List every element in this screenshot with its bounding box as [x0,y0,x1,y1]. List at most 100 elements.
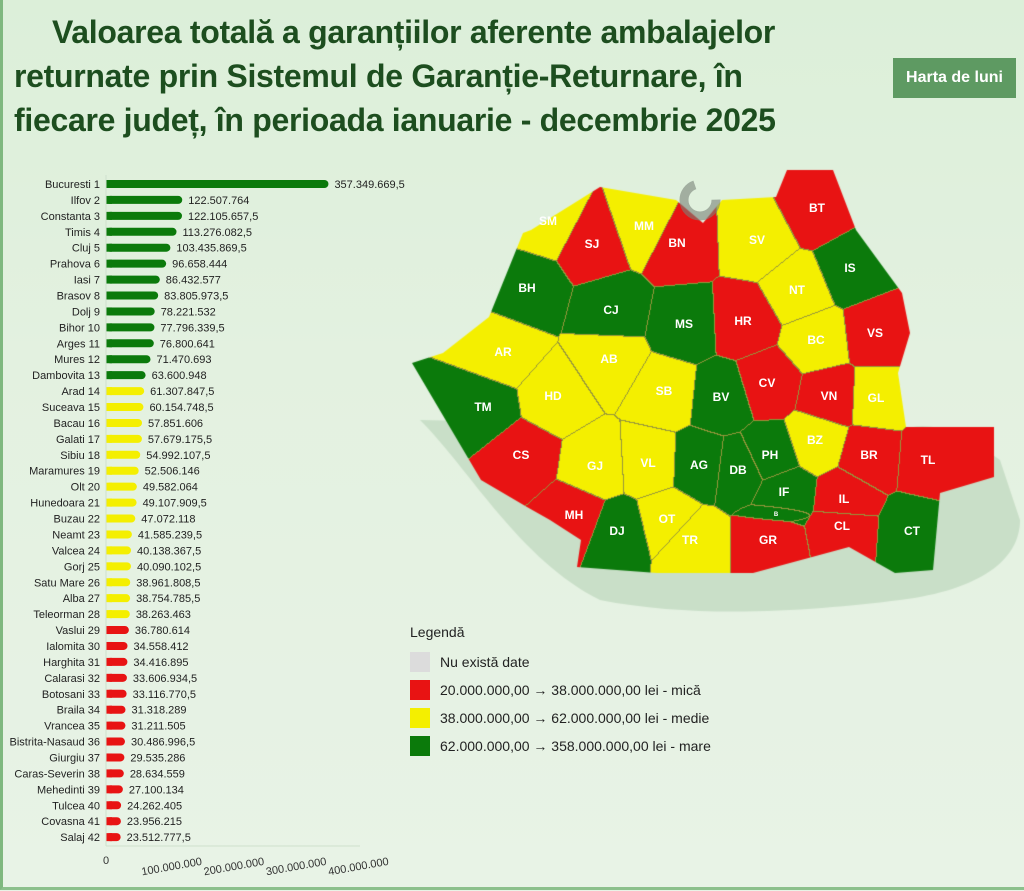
loading-spinner-icon [679,179,721,221]
bar-value-label: 38.263.463 [136,609,191,621]
bar-category-label: Arad 14 [61,386,100,398]
county-label-nt: NT [789,283,806,297]
bar-value-label: 78.221.532 [161,306,216,318]
legend-label: Nu există date [440,654,530,670]
bar-value-label: 122.105.657,5 [188,211,258,223]
legend-label: 38.000.000,00 → 62.000.000,00 lei - medi… [440,710,710,726]
bar-category-label: Gorj 25 [64,561,100,573]
bar-value-label: 76.800.641 [160,338,215,350]
bar-base [106,753,112,762]
bar-base [106,180,112,188]
bar-base [106,259,112,268]
bar-value-label: 83.805.973,5 [164,291,228,303]
county-label-db: DB [729,463,747,477]
county-label-br: BR [860,448,878,462]
bar-category-label: Giurgiu 37 [49,752,100,764]
bar-value-label: 36.780.614 [135,625,190,637]
bar-category-label: Iasi 7 [74,275,100,287]
bar-base [106,450,112,459]
bar-value-label: 23.956.215 [127,816,182,828]
county-label-gj: GJ [587,459,603,473]
county-label-bh: BH [518,281,535,295]
county-label-ct: CT [904,524,921,538]
bar [106,227,177,236]
bar-category-label: Covasna 41 [41,816,100,828]
bar-category-label: Mures 12 [54,354,100,366]
bar-category-label: Vaslui 29 [56,625,100,637]
legend-item-mare: 62.000.000,00 → 358.000.000,00 lei - mar… [410,732,711,760]
bar-category-label: Dambovita 13 [32,370,100,382]
county-label-cv: CV [759,376,776,390]
bar-value-label: 40.090.102,5 [137,561,201,573]
bar-base [106,339,112,348]
bar-category-label: Bihor 10 [59,322,100,334]
bar-category-label: Harghita 31 [43,657,100,669]
county-label-mm: MM [634,219,654,233]
county-label-sv: SV [749,233,765,247]
x-tick-label: 400.000.000 [327,856,389,878]
title-line-2: returnate prin Sistemul de Garanție-Retu… [14,58,743,94]
county-label-bt: BT [809,201,826,215]
bar-chart: Bucuresti 1 357.349.669,5 Ilfov 2 122.507.7… [10,175,405,878]
bar-value-label: 24.262.405 [127,800,182,812]
bar [106,339,154,348]
county-label-mh: MH [565,508,584,522]
county-label-sb: SB [656,384,673,398]
bar [106,355,151,364]
bar-value-label: 34.558.412 [134,641,189,653]
bar-category-label: Constanta 3 [41,211,100,223]
county-label-sj: SJ [585,237,600,251]
bar-category-label: Maramures 19 [29,466,100,478]
x-tick-label: 300.000.000 [265,856,327,878]
bar-category-label: Satu Mare 26 [34,577,100,589]
county-label-if: IF [779,485,790,499]
bar-base [106,243,112,252]
county-label-tm: TM [474,400,491,414]
bar-category-label: Ialomita 30 [46,641,100,653]
bar [106,323,155,332]
x-tick-label: 200.000.000 [203,856,265,878]
bar-category-label: Braila 34 [57,705,100,717]
county-label-cj: CJ [603,303,618,317]
legend-title: Legendă [410,624,465,640]
legend-swatch [410,680,430,700]
x-tick-label: 0 [103,855,109,867]
bar-value-label: 57.851.606 [148,418,203,430]
legend-label: 62.000.000,00 → 358.000.000,00 lei - mar… [440,738,711,754]
bar-base [106,434,112,443]
bar-value-label: 31.318.289 [131,705,186,717]
county-label-cs: CS [513,448,530,462]
bar-value-label: 29.535.286 [130,752,185,764]
bar-value-label: 41.585.239,5 [138,529,202,541]
county-label-hd: HD [544,389,562,403]
monthly-map-button[interactable]: Harta de luni [893,58,1016,98]
bar-category-label: Olt 20 [71,482,100,494]
bar-value-label: 71.470.693 [156,354,211,366]
bar-value-label: 47.072.118 [141,514,195,526]
county-label-ph: PH [762,448,779,462]
bar-base [106,514,112,523]
bar-base [106,227,112,236]
bar [106,243,171,252]
bar-category-label: Bistrita-Nasaud 36 [10,737,101,749]
legend-label: 20.000.000,00 → 38.000.000,00 lei - mică [440,682,701,698]
bar-value-label: 33.116.770,5 [133,689,196,701]
bar-category-label: Timis 4 [65,227,100,239]
county-label-b: B [774,512,779,518]
bar-value-label: 30.486.996,5 [131,737,195,749]
bar [106,291,159,300]
county-label-tr: TR [682,533,698,547]
bar-base [106,769,112,778]
bar-base [106,482,112,491]
bar-base [106,737,112,746]
bar [106,259,167,268]
bar-category-label: Arges 11 [57,338,100,350]
bar-value-label: 113.276.082,5 [183,227,253,239]
bar-category-label: Vrancea 35 [44,721,100,733]
bar-category-label: Valcea 24 [52,545,100,557]
bar-base [106,610,112,619]
bar-base [106,418,112,427]
bar-value-label: 63.600.948 [152,370,207,382]
county-label-sm: SM [539,214,557,228]
title-line-1: Valoarea totală a garanțiilor aferente a… [52,14,776,50]
